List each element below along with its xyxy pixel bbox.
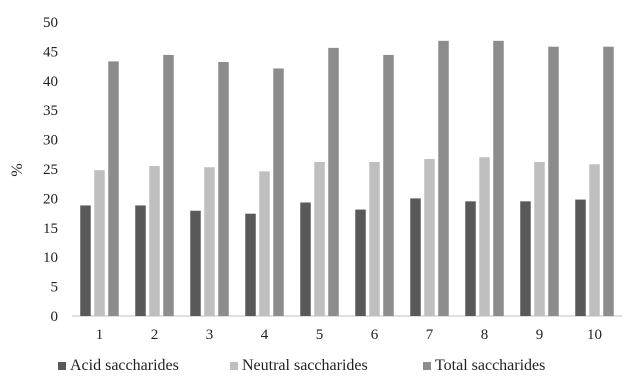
x-tick-label: 4 bbox=[261, 327, 269, 343]
y-axis-ticks: 0 5 10 15 20 25 30 35 40 45 50 bbox=[43, 15, 58, 325]
y-tick-label: 0 bbox=[51, 309, 59, 325]
x-tick-label: 8 bbox=[481, 327, 489, 343]
bar-neutral-saccharides-7 bbox=[424, 159, 435, 316]
bar-total-saccharides-1 bbox=[108, 61, 119, 317]
bar-neutral-saccharides-5 bbox=[314, 161, 325, 316]
bar-total-saccharides-2 bbox=[163, 54, 174, 316]
y-tick-label: 25 bbox=[43, 162, 58, 178]
x-tick-label: 5 bbox=[316, 327, 324, 343]
bar-neutral-saccharides-3 bbox=[204, 167, 215, 316]
y-tick-label: 15 bbox=[43, 221, 58, 237]
bar-acid-saccharides-3 bbox=[190, 210, 201, 316]
y-tick-label: 20 bbox=[43, 191, 58, 207]
bar-neutral-saccharides-4 bbox=[259, 171, 270, 316]
x-axis-ticks: 1 2 3 4 5 6 7 8 9 10 bbox=[96, 327, 602, 343]
y-tick-label: 10 bbox=[43, 250, 58, 266]
x-tick-label: 1 bbox=[96, 327, 104, 343]
bar-neutral-saccharides-9 bbox=[534, 161, 545, 316]
legend-label-total-saccharides: Total saccharides bbox=[435, 357, 545, 374]
bar-acid-saccharides-2 bbox=[135, 205, 146, 316]
x-tick-label: 3 bbox=[206, 327, 214, 343]
bar-acid-saccharides-8 bbox=[465, 201, 476, 316]
legend-swatch-neutral-saccharides bbox=[230, 362, 238, 370]
bar-neutral-saccharides-8 bbox=[479, 157, 490, 316]
x-tick-label: 6 bbox=[371, 327, 379, 343]
bar-acid-saccharides-10 bbox=[575, 199, 586, 316]
legend-label-neutral-saccharides: Neutral saccharides bbox=[242, 357, 368, 374]
bar-total-saccharides-6 bbox=[383, 54, 394, 316]
bar-acid-saccharides-6 bbox=[355, 209, 366, 316]
bar-total-saccharides-10 bbox=[603, 46, 614, 317]
y-tick-label: 50 bbox=[43, 15, 58, 31]
legend: Acid saccharides Neutral saccharides Total… bbox=[58, 357, 545, 374]
bar-total-saccharides-9 bbox=[548, 46, 559, 317]
bars bbox=[80, 40, 614, 317]
bar-neutral-saccharides-2 bbox=[149, 166, 160, 316]
y-tick-label: 35 bbox=[43, 103, 58, 119]
bar-neutral-saccharides-1 bbox=[94, 170, 105, 316]
x-tick-label: 10 bbox=[587, 327, 602, 343]
bar-neutral-saccharides-6 bbox=[369, 161, 380, 316]
bar-total-saccharides-3 bbox=[218, 61, 229, 316]
x-tick-label: 9 bbox=[536, 327, 544, 343]
legend-swatch-total-saccharides bbox=[423, 362, 431, 370]
y-tick-label: 40 bbox=[43, 74, 58, 90]
x-tick-label: 2 bbox=[151, 327, 159, 343]
x-tick-label: 7 bbox=[426, 327, 434, 343]
y-tick-label: 5 bbox=[51, 280, 59, 296]
bar-total-saccharides-7 bbox=[438, 40, 449, 316]
bar-acid-saccharides-7 bbox=[410, 198, 421, 316]
y-axis-title: % bbox=[9, 163, 26, 176]
bar-acid-saccharides-4 bbox=[245, 213, 256, 316]
bar-total-saccharides-5 bbox=[328, 47, 339, 316]
bar-neutral-saccharides-10 bbox=[589, 164, 600, 316]
bar-total-saccharides-8 bbox=[493, 40, 504, 316]
legend-label-acid-saccharides: Acid saccharides bbox=[70, 357, 179, 374]
legend-swatch-acid-saccharides bbox=[58, 362, 66, 370]
bar-total-saccharides-4 bbox=[273, 68, 284, 317]
bar-acid-saccharides-5 bbox=[300, 202, 311, 316]
y-tick-label: 45 bbox=[43, 44, 58, 60]
y-tick-label: 30 bbox=[43, 133, 58, 149]
bar-acid-saccharides-1 bbox=[80, 205, 91, 316]
bar-acid-saccharides-9 bbox=[520, 201, 531, 316]
